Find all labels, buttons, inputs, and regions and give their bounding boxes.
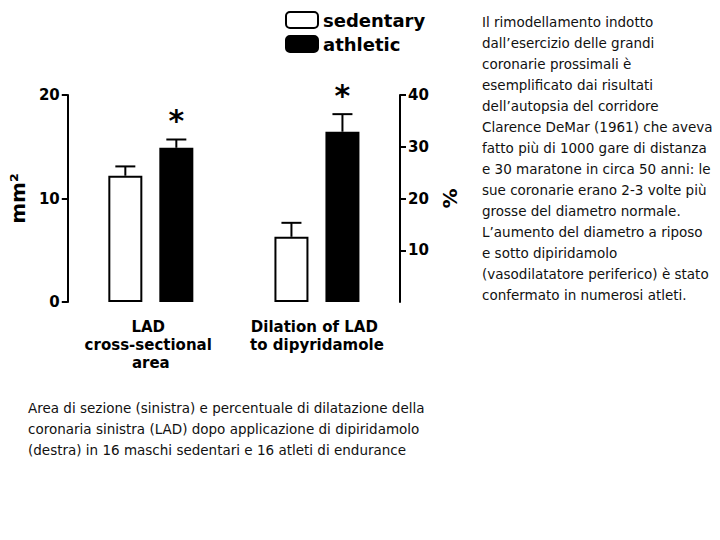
html-text:Il rimodellamento indotto dall: Il rimodellamento indotto dall’esercizio… (482, 14, 713, 219)
html-text:L’aumento del diametro a ripos: L’aumento del diametro a riposo e sotto … (482, 224, 709, 303)
svg-text:to dipyridamole: to dipyridamole (250, 336, 384, 354)
svg-text:mm²: mm² (6, 173, 30, 223)
svg-text:LAD: LAD (131, 318, 170, 336)
html-text:Area di sezione (sinistra) e p: Area di sezione (sinistra) e percentuale… (28, 400, 425, 458)
svg-text:%: % (438, 188, 462, 208)
svg-text:sedentary: sedentary (323, 10, 425, 31)
svg-text:*: * (335, 78, 351, 113)
svg-text:10: 10 (408, 241, 429, 259)
svg-text:Dilation of LAD: Dilation of LAD (251, 318, 383, 336)
svg-text:40: 40 (408, 86, 429, 104)
svg-text:area: area (132, 354, 170, 372)
svg-text:0: 0 (49, 293, 59, 311)
svg-text:*: * (168, 103, 184, 138)
svg-text:30: 30 (408, 138, 429, 156)
svg-text:20: 20 (39, 86, 60, 104)
svg-text:athletic: athletic (323, 34, 400, 55)
svg-text:10: 10 (39, 190, 60, 208)
svg-text:20: 20 (408, 190, 429, 208)
svg-text:cross-sectional: cross-sectional (85, 336, 217, 354)
